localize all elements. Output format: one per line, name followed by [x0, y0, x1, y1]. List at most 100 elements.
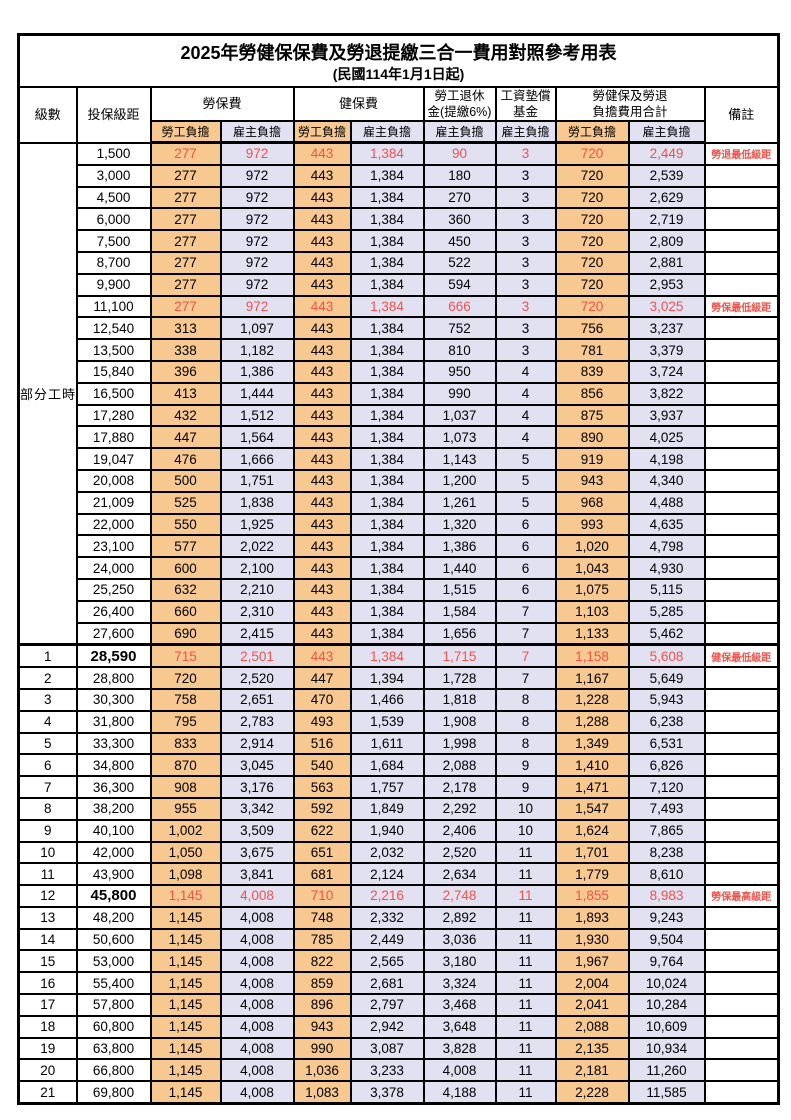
cell-labor-employee: 277 — [149, 163, 222, 188]
cell-health-employee: 443 — [292, 250, 352, 275]
table-row: 8,700 277 972 443 1,384 522 3 720 2,881 — [19, 250, 780, 275]
cell-total-employer: 8,238 — [627, 840, 706, 865]
cell-bracket: 55,400 — [75, 971, 152, 996]
cell-fund-employer: 7 — [494, 621, 557, 646]
cell-total-employee: 1,075 — [554, 577, 630, 602]
cell-total-employee: 1,967 — [554, 949, 630, 974]
cell-health-employee: 443 — [292, 468, 352, 493]
table-row: 11,100 277 972 443 1,384 666 3 720 3,025 勞保最低級距 — [19, 294, 780, 319]
cell-health-employee: 443 — [292, 359, 352, 384]
cell-pension-employer: 3,468 — [422, 993, 497, 1017]
cell-bracket: 17,280 — [75, 403, 152, 428]
cell-labor-employee: 338 — [149, 338, 222, 362]
cell-labor-employer: 3,045 — [219, 753, 295, 778]
cell-pension-employer: 90 — [422, 141, 497, 166]
cell-bracket: 9,900 — [75, 272, 152, 297]
cell-remark — [703, 1036, 780, 1061]
cell-level: 13 — [17, 905, 78, 930]
cell-bracket: 16,500 — [75, 381, 152, 406]
cell-remark — [703, 272, 780, 297]
header-sub-row: 勞工負擔 雇主負擔 勞工負擔 雇主負擔 雇主負擔 雇主負擔 勞工負擔 雇主負擔 — [19, 120, 779, 144]
cell-labor-employer: 972 — [219, 207, 295, 232]
cell-level: 19 — [17, 1036, 78, 1061]
cell-total-employee: 720 — [554, 294, 630, 319]
cell-total-employee: 720 — [554, 250, 630, 275]
cell-health-employer: 2,681 — [349, 971, 425, 996]
cell-labor-employer: 1,386 — [219, 359, 295, 384]
cell-labor-employer: 972 — [219, 141, 295, 166]
table-row: 11 43,900 1,098 3,841 681 2,124 2,634 11 1,779 8,… — [17, 862, 780, 887]
cell-labor-employee: 277 — [149, 207, 222, 232]
cell-health-employer: 2,449 — [349, 927, 425, 952]
cell-remark — [703, 796, 780, 821]
cell-remark — [703, 840, 780, 865]
cell-pension-employer: 2,178 — [422, 775, 497, 799]
cell-total-employee: 919 — [554, 447, 630, 471]
cell-total-employee: 2,135 — [554, 1036, 630, 1061]
header-health-insurance: 健保費 — [292, 86, 425, 122]
cell-total-employer: 7,120 — [627, 775, 706, 799]
cell-fund-employer: 8 — [494, 687, 557, 712]
cell-fund-employer: 10 — [494, 796, 557, 821]
cell-health-employer: 1,384 — [349, 229, 425, 253]
cell-level: 9 — [17, 818, 78, 843]
cell-remark — [703, 534, 780, 559]
cell-pension-employer: 360 — [422, 207, 497, 232]
cell-health-employer: 1,849 — [349, 796, 425, 821]
cell-total-employer: 10,024 — [627, 971, 706, 996]
cell-health-employee: 822 — [292, 949, 352, 974]
cell-labor-employee: 277 — [149, 229, 222, 253]
cell-health-employer: 2,032 — [349, 840, 425, 865]
cell-total-employer: 5,943 — [627, 687, 706, 712]
table-row: 26,400 660 2,310 443 1,384 1,584 7 1,103 5,285 — [19, 599, 780, 624]
cell-remark — [703, 709, 780, 734]
cell-pension-employer: 522 — [422, 250, 497, 275]
cell-health-employer: 3,233 — [349, 1058, 425, 1083]
cell-labor-employer: 2,310 — [219, 599, 295, 624]
cell-pension-employer: 1,440 — [422, 556, 497, 580]
cell-remark — [703, 577, 780, 602]
header-total-line1: 勞健保及勞退 — [592, 89, 668, 103]
cell-pension-employer: 1,143 — [422, 447, 497, 471]
cell-remark — [703, 468, 780, 493]
cell-labor-employer: 4,008 — [219, 884, 295, 908]
cell-total-employee: 875 — [554, 403, 630, 428]
cell-bracket: 24,000 — [75, 556, 152, 580]
cell-remark — [703, 993, 780, 1017]
cell-pension-employer: 180 — [422, 163, 497, 188]
cell-total-employer: 5,115 — [627, 577, 706, 602]
cell-bracket: 33,300 — [75, 731, 152, 756]
cell-total-employer: 3,379 — [627, 338, 706, 362]
cell-total-employee: 1,043 — [554, 556, 630, 580]
cell-remark: 健保最低級距 — [703, 643, 780, 669]
cell-level: 2 — [17, 666, 78, 690]
page-subtitle: (民國114年1月1日起) — [332, 65, 465, 82]
cell-total-employee: 839 — [554, 359, 630, 384]
cell-health-employer: 1,384 — [349, 556, 425, 580]
cell-bracket: 31,800 — [75, 709, 152, 734]
cell-total-employer: 2,449 — [627, 141, 706, 166]
cell-labor-employee: 277 — [149, 294, 222, 319]
table-row: 7,500 277 972 443 1,384 450 3 720 2,809 — [19, 229, 780, 253]
cell-labor-employee: 447 — [149, 425, 222, 450]
table-row: 10 42,000 1,050 3,675 651 2,032 2,520 11 1,701 8,… — [17, 840, 780, 865]
cell-pension-employer: 950 — [422, 359, 497, 384]
cell-health-employee: 681 — [292, 862, 352, 887]
table-row: 18 60,800 1,145 4,008 943 2,942 3,648 11 2,088 10… — [17, 1014, 780, 1039]
cell-fund-employer: 5 — [494, 490, 557, 515]
cell-total-employer: 3,237 — [627, 316, 706, 341]
table-row: 23,100 577 2,022 443 1,384 1,386 6 1,020 4,798 — [19, 534, 780, 559]
cell-labor-employer: 2,520 — [219, 666, 295, 690]
cell-total-employer: 6,531 — [627, 731, 706, 756]
cell-total-employer: 10,934 — [627, 1036, 706, 1061]
cell-health-employer: 2,124 — [349, 862, 425, 887]
cell-pension-employer: 1,200 — [422, 468, 497, 493]
cell-pension-employer: 594 — [422, 272, 497, 297]
header-wage-fund-line2: 基金 — [512, 105, 538, 119]
cell-total-employee: 1,158 — [554, 643, 630, 669]
cell-pension-employer: 2,292 — [422, 796, 497, 821]
cell-health-employee: 443 — [292, 185, 352, 210]
cell-fund-employer: 3 — [494, 141, 557, 166]
cell-health-employee: 443 — [292, 643, 352, 669]
table-row: 部分工時 1,500 277 972 443 1,384 90 3 720 2,449 勞退最低級距 — [17, 141, 780, 646]
